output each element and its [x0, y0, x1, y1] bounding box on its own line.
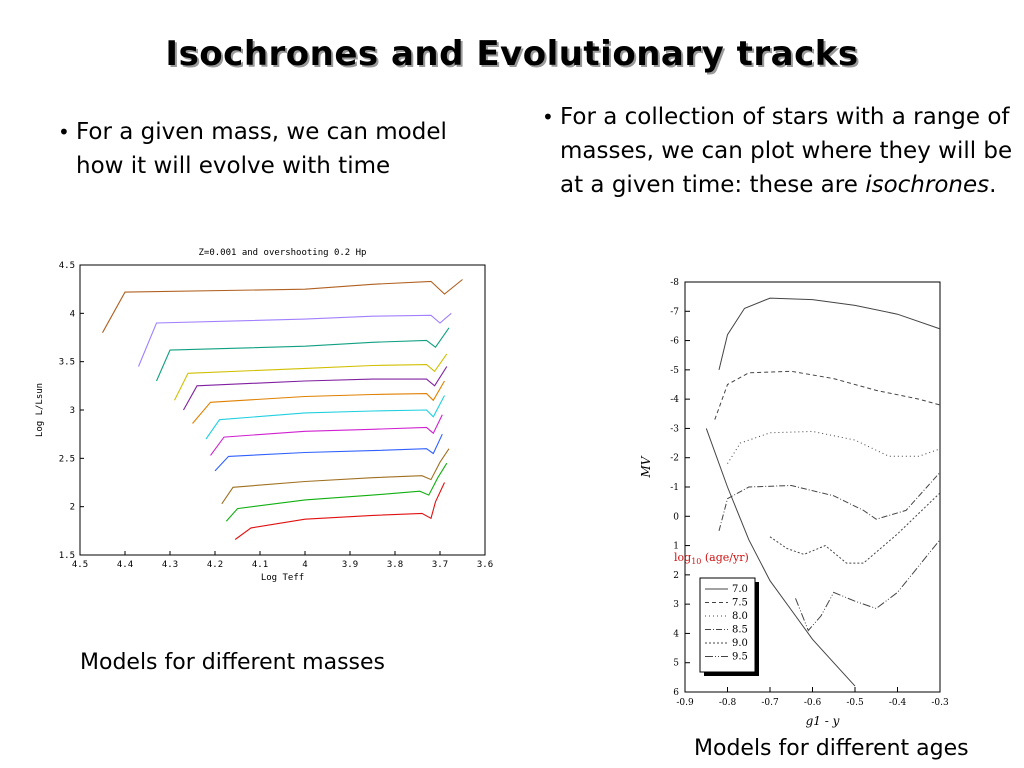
x-tick-label: -0.7 [761, 698, 779, 708]
x-tick-label: 3.8 [387, 560, 403, 570]
y-axis-label: Log L/Lsun [35, 383, 45, 437]
y-tick-label: -1 [670, 483, 679, 493]
bullet-right-italic: isochrones [865, 172, 990, 198]
y-tick-label: -8 [670, 278, 679, 288]
isochrone-line [718, 472, 941, 532]
y-axis-label: MV [639, 455, 653, 478]
x-tick-label: 3.7 [432, 560, 448, 570]
y-tick-label: 4 [673, 629, 679, 639]
legend-title-rest: (age/yr) [701, 551, 748, 564]
x-tick-label: -0.5 [846, 698, 864, 708]
track-line [205, 395, 445, 440]
track-line [234, 482, 445, 540]
bullet-right-suffix: . [989, 172, 997, 198]
y-tick-label: 3.5 [59, 358, 75, 368]
x-tick-label: -0.8 [719, 698, 737, 708]
legend-label: 9.5 [732, 652, 748, 663]
evolutionary-tracks-chart: Z=0.001 and overshooting 0.2 Hp 4.5 4.4 4.3… [35, 248, 493, 583]
track-line [214, 433, 443, 472]
y-tick-label: 3 [673, 600, 679, 610]
track-line [225, 462, 448, 522]
x-tick-label: 4.2 [207, 560, 223, 570]
x-tick-label: -0.9 [676, 698, 694, 708]
track-line [102, 279, 463, 333]
isochrones-chart: -0.9 -0.8 -0.7 -0.6 -0.5 -0.4 -0.3 -8 -7 -6 -5 -4 -3… [639, 278, 949, 728]
x-axis-label: g1 - y [806, 714, 840, 728]
legend-label: 8.5 [732, 625, 748, 636]
y-tick-label: 1 [673, 542, 679, 552]
y-tick-label: 2 [70, 503, 75, 513]
legend-label: 8.0 [732, 611, 748, 622]
track-line [221, 448, 450, 505]
x-tick-label: 4.3 [162, 560, 178, 570]
y-tick-label: 2 [673, 571, 679, 581]
slide-title: Isochrones and Evolutionary tracks [165, 34, 859, 74]
x-tick-label: 4.1 [252, 560, 268, 570]
legend-title-log: log [674, 551, 691, 564]
bullet-dot: • [58, 120, 70, 144]
isochrone-line [727, 430, 941, 464]
y-tick-label: 0 [673, 512, 679, 522]
x-tick-label: 3.6 [477, 560, 493, 570]
isochrone-line [705, 428, 856, 687]
x-tick-label: -0.4 [889, 698, 907, 708]
bullet-dot: • [542, 105, 554, 129]
x-tick-label: 4.4 [117, 560, 133, 570]
isochrone-line [714, 370, 941, 420]
y-tick-label: -7 [670, 307, 679, 317]
x-tick-label: -0.3 [931, 698, 949, 708]
legend-title-sub: 10 [691, 557, 701, 566]
y-tick-label: 2.5 [59, 454, 75, 464]
bullet-right: • For a collection of stars with a range… [542, 100, 1020, 202]
legend-label: 7.5 [732, 598, 748, 609]
track-line [183, 366, 448, 411]
y-tick-label: -4 [670, 395, 679, 405]
isochrone-line [769, 492, 941, 564]
y-tick-label: -5 [670, 366, 679, 376]
y-tick-label: -3 [670, 424, 679, 434]
legend-label: 7.0 [732, 584, 748, 595]
x-tick-label: 3.9 [342, 560, 358, 570]
bullet-left: • For a given mass, we can model how it … [58, 115, 496, 183]
y-tick-label: 1.5 [59, 551, 75, 561]
x-axis-label: Log Teff [261, 573, 304, 583]
y-tick-label: 3 [70, 406, 75, 416]
caption-ages: Models for different ages [694, 736, 969, 761]
legend-label: 9.0 [732, 638, 748, 649]
isochrone-line [795, 539, 941, 632]
bullet-left-text: For a given mass, we can model how it wi… [76, 119, 447, 179]
track-line [210, 414, 443, 456]
track-line [174, 353, 448, 401]
y-tick-label: 4.5 [59, 261, 75, 271]
chart-title: Z=0.001 and overshooting 0.2 Hp [199, 248, 367, 258]
x-tick-label: 4.5 [72, 560, 88, 570]
y-tick-label: 6 [673, 688, 679, 698]
isochrone-line [718, 297, 941, 371]
track-line [155, 327, 450, 382]
bullet-right-text: For a collection of stars with a range o… [560, 104, 1013, 198]
x-tick-label: -0.6 [804, 698, 822, 708]
y-tick-label: -2 [670, 454, 679, 464]
x-tick-label: 4 [302, 560, 307, 570]
y-tick-label: 5 [673, 659, 679, 669]
track-line [137, 312, 452, 367]
y-tick-label: -6 [670, 337, 679, 347]
y-tick-label: 4 [70, 309, 75, 319]
legend-title: log10 (age/yr) [674, 551, 749, 566]
caption-masses: Models for different masses [80, 650, 386, 675]
track-line [192, 380, 445, 424]
